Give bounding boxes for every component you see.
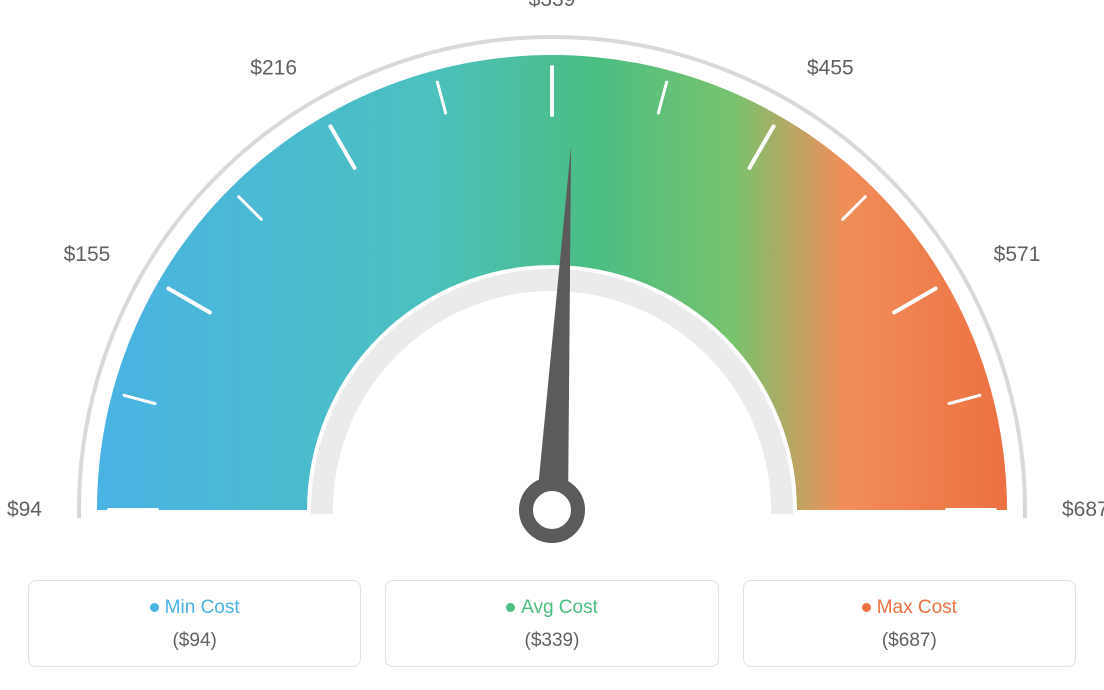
legend-card-max: Max Cost ($687) [743, 580, 1076, 667]
legend-row: Min Cost ($94) Avg Cost ($339) Max Cost … [0, 560, 1104, 667]
legend-title-min: Min Cost [41, 597, 348, 620]
legend-label-avg: Avg Cost [521, 597, 598, 618]
legend-card-avg: Avg Cost ($339) [385, 580, 718, 667]
gauge-hub [526, 484, 578, 536]
legend-card-min: Min Cost ($94) [28, 580, 361, 667]
dot-icon [862, 603, 871, 612]
gauge-tick-label: $155 [64, 243, 111, 266]
legend-label-min: Min Cost [165, 597, 240, 618]
gauge-tick-label: $687 [1062, 498, 1104, 521]
gauge-svg: $94 $155 $216 $339 $455 $571 $687 [0, 0, 1104, 560]
gauge-tick-label: $94 [7, 498, 42, 521]
legend-title-max: Max Cost [756, 597, 1063, 620]
legend-value-max: ($687) [756, 630, 1063, 652]
gauge-tick-label: $339 [529, 0, 576, 11]
dot-icon [506, 603, 515, 612]
legend-title-avg: Avg Cost [398, 597, 705, 620]
gauge-tick-label: $216 [250, 56, 297, 79]
gauge-tick-label: $455 [807, 56, 854, 79]
legend-value-min: ($94) [41, 630, 348, 652]
dot-icon [150, 603, 159, 612]
gauge-chart: $94 $155 $216 $339 $455 $571 $687 [0, 0, 1104, 560]
gauge-tick-label: $571 [994, 243, 1041, 266]
legend-label-max: Max Cost [877, 597, 957, 618]
legend-value-avg: ($339) [398, 630, 705, 652]
